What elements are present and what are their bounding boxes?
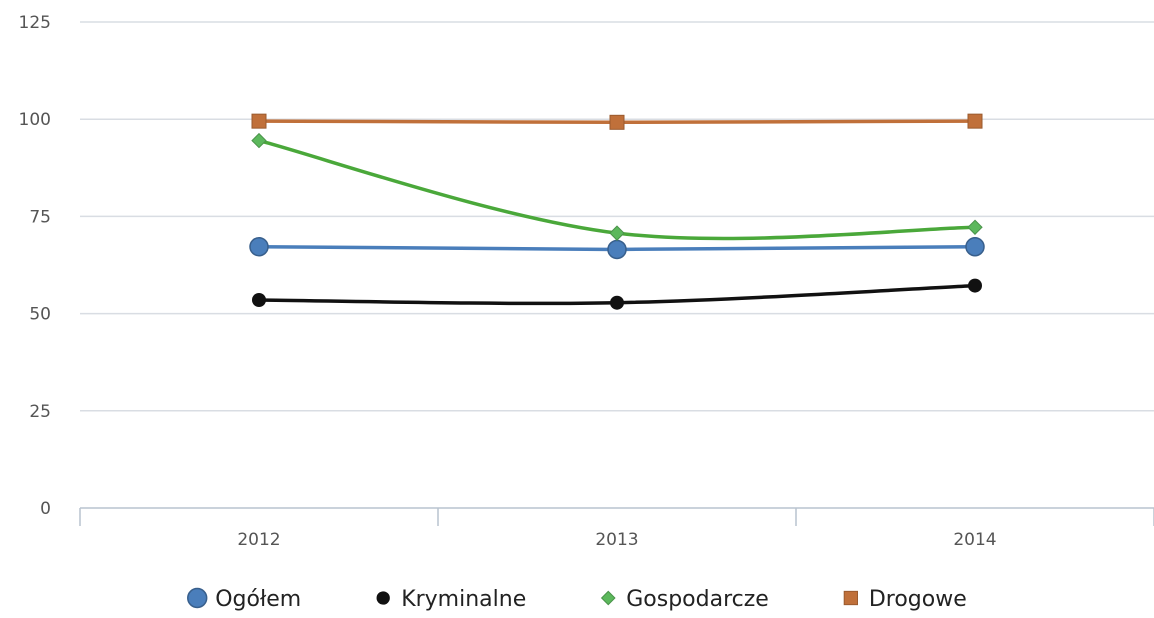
x-axis bbox=[79, 507, 1154, 526]
y-tick-label: 75 bbox=[29, 207, 51, 227]
x-tick-label: 2012 bbox=[237, 530, 280, 550]
legend-item-gospodarcze[interactable]: Gospodarcze bbox=[600, 587, 769, 612]
grid bbox=[80, 21, 1154, 412]
y-tick-label: 100 bbox=[19, 110, 51, 130]
legend-marker bbox=[376, 591, 390, 605]
legend-item-drogowe[interactable]: Drogowe bbox=[843, 587, 967, 612]
data-point-kryminalne-2014 bbox=[968, 278, 982, 293]
data-point-kryminalne-2012 bbox=[252, 292, 266, 307]
series-lines bbox=[257, 119, 977, 306]
data-point-drogowe-2013 bbox=[609, 114, 625, 130]
data-point-kryminalne-2013 bbox=[610, 295, 624, 310]
legend-marker bbox=[600, 590, 616, 606]
data-point-ogolem-2014 bbox=[965, 236, 985, 257]
y-tick-label: 25 bbox=[29, 402, 51, 422]
data-point-gospodarcze-2012 bbox=[251, 132, 267, 149]
y-tick-label: 125 bbox=[19, 13, 51, 33]
data-point-gospodarcze-2014 bbox=[967, 219, 983, 235]
data-point-drogowe-2012 bbox=[251, 113, 267, 129]
legend-label: Kryminalne bbox=[401, 587, 526, 612]
series-line-gospodarcze bbox=[257, 138, 977, 241]
x-axis-ticks: 2012 2013 2014 bbox=[237, 530, 996, 550]
legend-label: Drogowe bbox=[869, 587, 967, 612]
legend-label: Ogółem bbox=[215, 587, 301, 612]
x-tick-label: 2013 bbox=[595, 530, 638, 550]
data-point-drogowe-2014 bbox=[967, 113, 983, 129]
legend-item-ogolem[interactable]: Ogółem bbox=[187, 587, 301, 612]
x-tick-label: 2014 bbox=[953, 530, 996, 550]
y-tick-label: 0 bbox=[40, 499, 51, 519]
data-point-ogolem-2013 bbox=[607, 239, 627, 260]
y-tick-label: 50 bbox=[29, 305, 51, 325]
data-point-ogolem-2012 bbox=[249, 236, 269, 257]
legend-marker bbox=[843, 590, 859, 606]
legend-marker bbox=[187, 587, 208, 609]
data-point-gospodarcze-2013 bbox=[609, 225, 625, 241]
series-markers bbox=[249, 113, 985, 310]
legend-label: Gospodarcze bbox=[626, 587, 769, 612]
y-axis-ticks: 0 25 50 75 100 125 bbox=[19, 13, 51, 519]
legend: Ogółem Kryminalne Gospodarcze Drogowe bbox=[187, 587, 967, 612]
legend-item-kryminalne[interactable]: Kryminalne bbox=[376, 587, 527, 612]
